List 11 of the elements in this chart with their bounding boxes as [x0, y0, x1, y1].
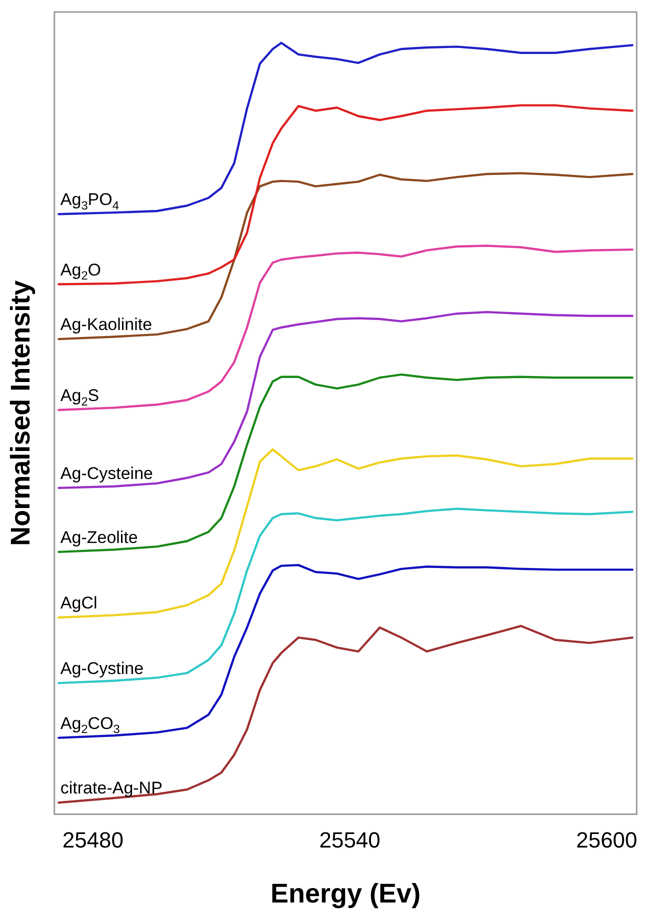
series-label: Ag-Kaolinite: [60, 315, 152, 334]
series-label: Ag-Zeolite: [60, 528, 138, 547]
series-label: citrate-Ag-NP: [60, 778, 162, 798]
x-axis-title: Energy (Ev): [270, 878, 421, 908]
x-tick-label: 25600: [576, 827, 638, 852]
series-label: AgCl: [60, 594, 98, 613]
y-axis-title: Normalised Intensity: [6, 280, 36, 546]
x-tick-label: 25540: [319, 827, 380, 852]
x-tick-label: 25480: [62, 827, 124, 852]
series-label: Ag-Cysteine: [60, 464, 154, 483]
series-label: Ag-Cystine: [60, 659, 144, 678]
